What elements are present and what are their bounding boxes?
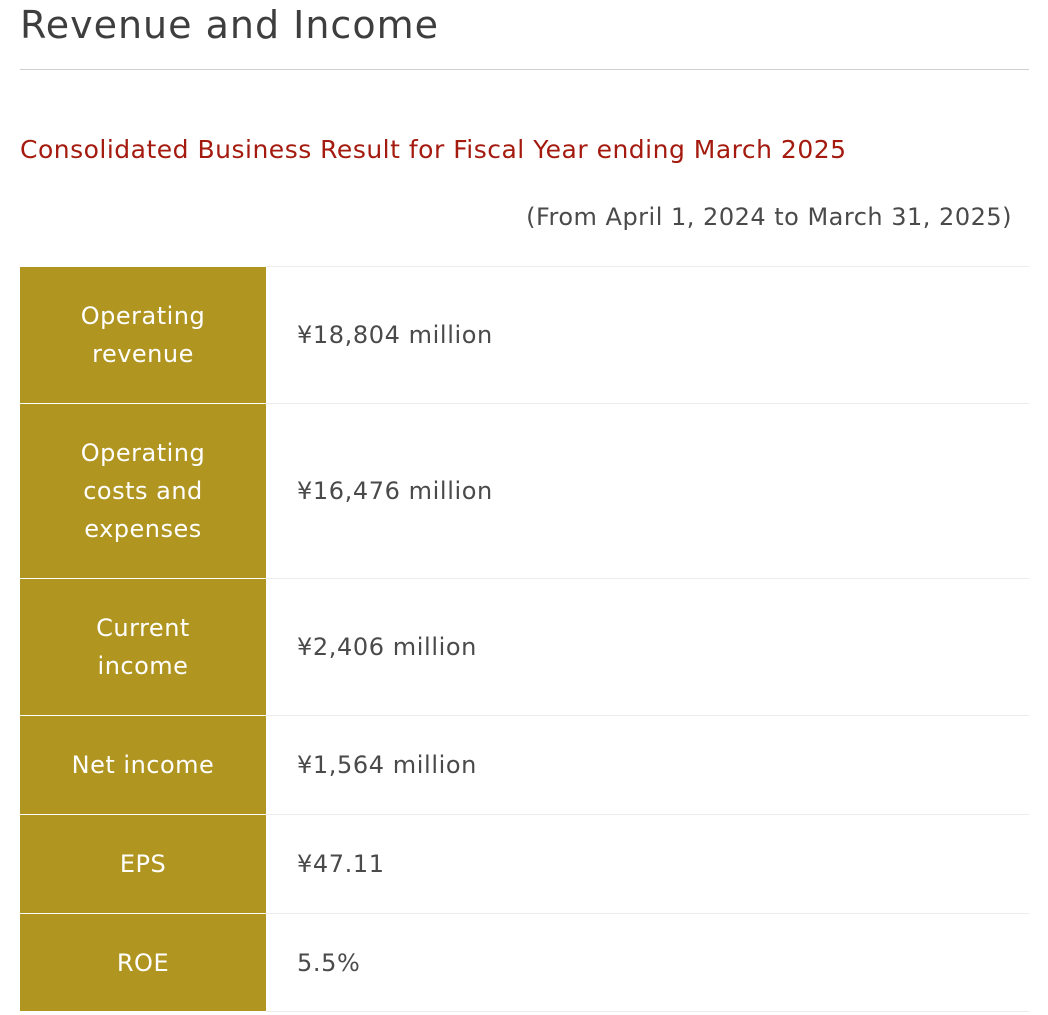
row-label-text: Operating costs and expenses	[80, 439, 206, 543]
row-label: Operating revenue	[20, 266, 266, 404]
title-divider	[20, 69, 1029, 70]
table-row-net-income: Net income ¥1,564 million	[20, 715, 1029, 815]
section-heading: Consolidated Business Result for Fiscal …	[20, 135, 847, 164]
row-label: ROE	[20, 913, 266, 1012]
row-label: EPS	[20, 814, 266, 914]
row-label-text: Current income	[96, 614, 190, 680]
table-row-roe: ROE 5.5%	[20, 913, 1029, 1012]
row-value: ¥1,564 million	[266, 715, 1029, 815]
row-value: 5.5%	[266, 913, 1029, 1012]
row-value: ¥18,804 million	[266, 266, 1029, 404]
table-row-eps: EPS ¥47.11	[20, 814, 1029, 914]
period-note: (From April 1, 2024 to March 31, 2025)	[526, 203, 1012, 231]
table-row-operating-costs: Operating costs and expenses ¥16,476 mil…	[20, 403, 1029, 579]
row-label-text: Net income	[71, 751, 215, 779]
row-label: Current income	[20, 578, 266, 716]
row-label: Net income	[20, 715, 266, 815]
results-table: Operating revenue ¥18,804 million Operat…	[20, 266, 1029, 1012]
row-label-text: EPS	[119, 850, 167, 878]
row-value: ¥16,476 million	[266, 403, 1029, 579]
row-label-text: ROE	[116, 948, 170, 977]
table-row-operating-revenue: Operating revenue ¥18,804 million	[20, 266, 1029, 404]
row-value: ¥47.11	[266, 814, 1029, 914]
page-title: Revenue and Income	[20, 3, 439, 47]
row-value: ¥2,406 million	[266, 578, 1029, 716]
table-row-current-income: Current income ¥2,406 million	[20, 578, 1029, 716]
row-label-text: Operating revenue	[80, 301, 206, 368]
row-label: Operating costs and expenses	[20, 403, 266, 579]
